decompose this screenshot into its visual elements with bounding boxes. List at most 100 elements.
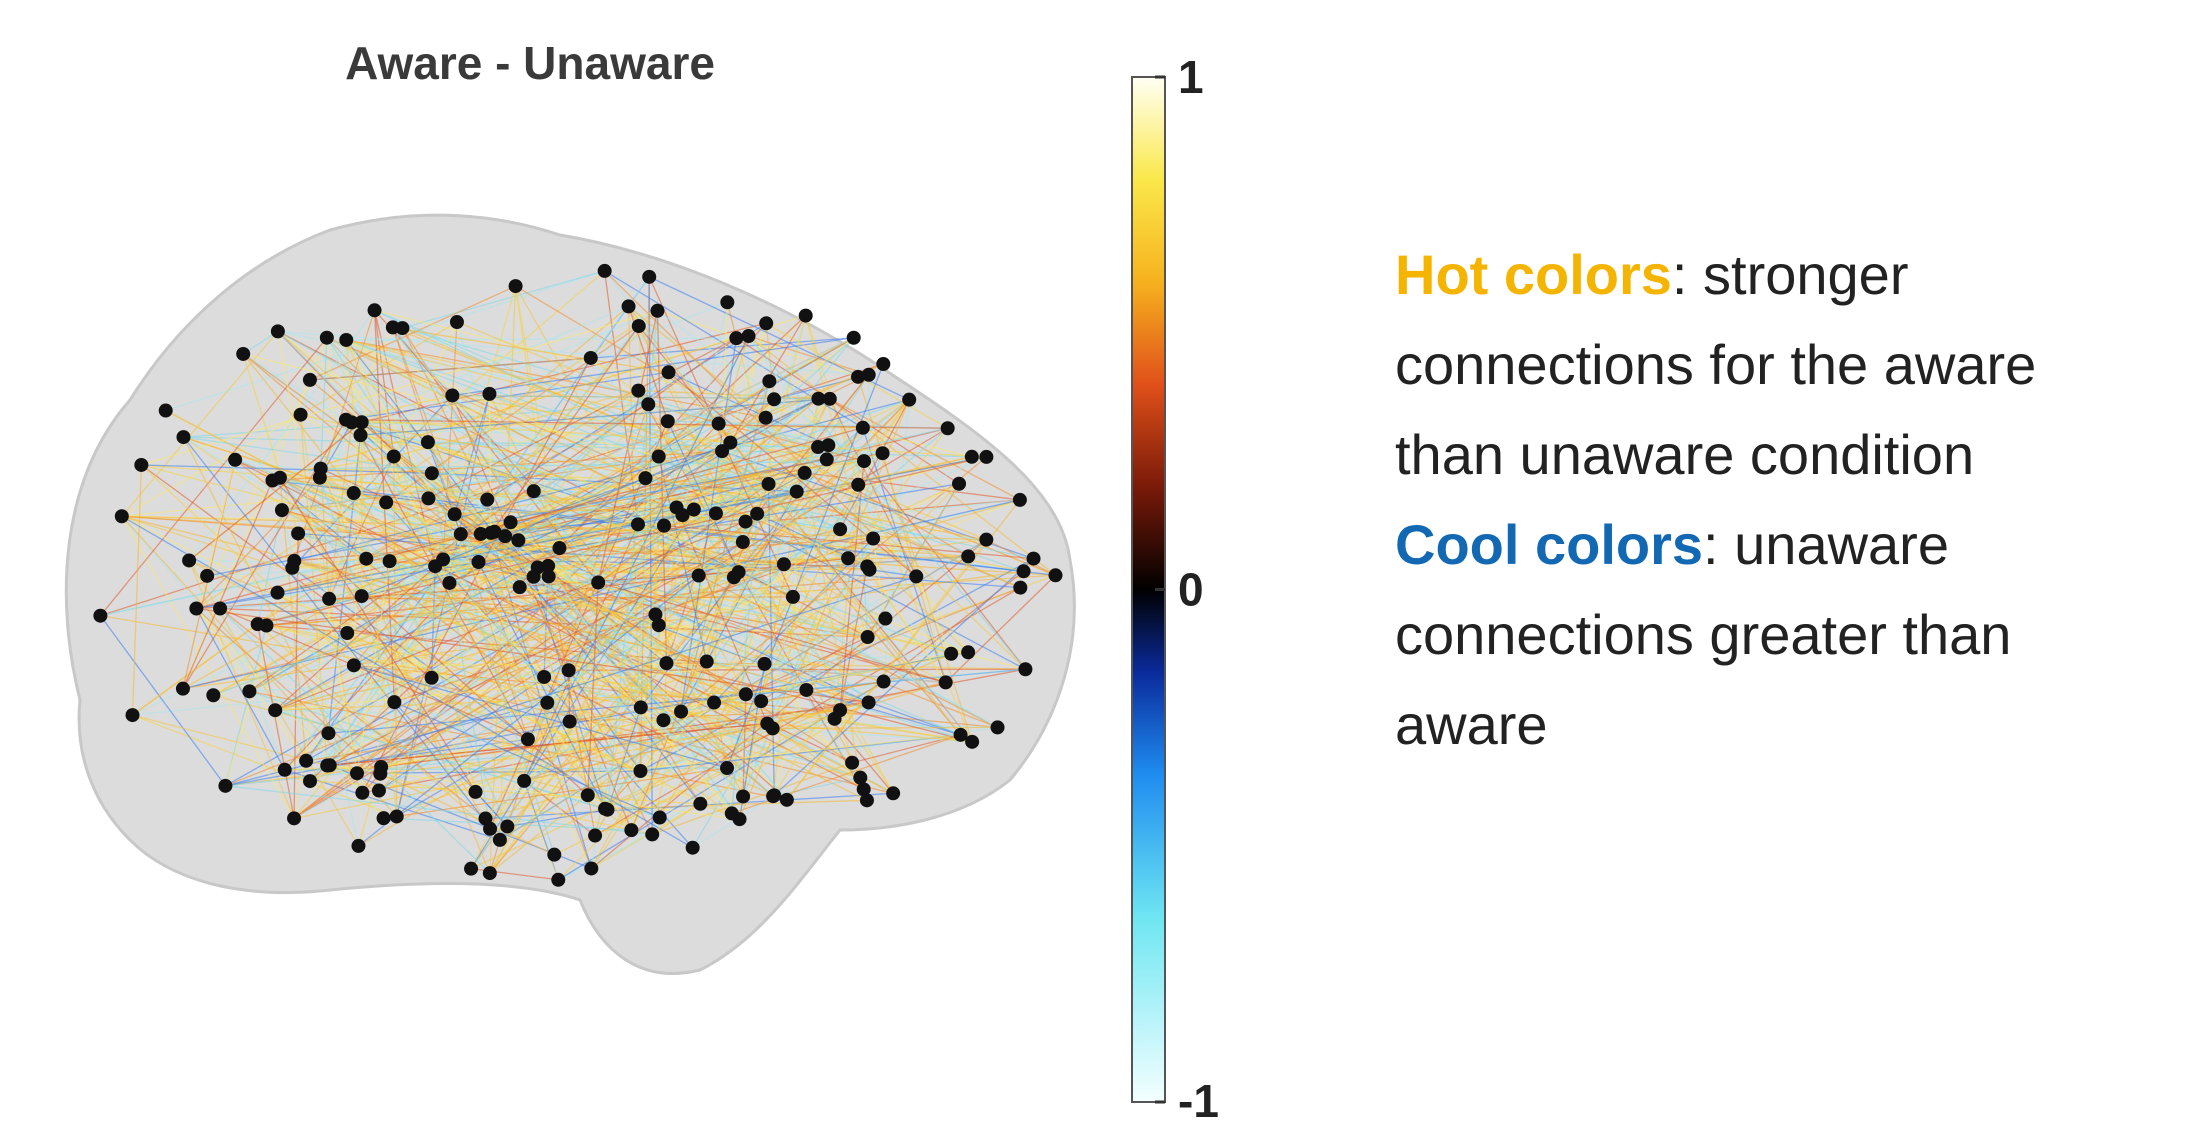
node	[271, 586, 285, 600]
node	[863, 563, 877, 577]
node	[739, 515, 753, 529]
node	[527, 484, 541, 498]
node	[939, 675, 953, 689]
node	[159, 404, 173, 418]
node	[425, 466, 439, 480]
node	[359, 552, 373, 566]
node	[1017, 564, 1031, 578]
node	[436, 552, 450, 566]
node	[368, 303, 382, 317]
node	[632, 319, 646, 333]
node	[450, 315, 464, 329]
node	[285, 561, 299, 575]
node	[347, 486, 361, 500]
node	[200, 569, 214, 583]
node	[652, 450, 666, 464]
node	[322, 592, 336, 606]
node	[736, 535, 750, 549]
node	[542, 569, 556, 583]
node	[766, 721, 780, 735]
node	[952, 477, 966, 491]
node	[954, 728, 968, 742]
node	[841, 551, 855, 565]
node	[720, 761, 734, 775]
node	[862, 695, 876, 709]
node	[464, 862, 478, 876]
node	[1018, 662, 1032, 676]
node	[652, 618, 666, 632]
node	[876, 357, 890, 371]
node	[517, 774, 531, 788]
node	[876, 446, 890, 460]
node	[323, 758, 337, 772]
node	[355, 786, 369, 800]
node	[759, 411, 773, 425]
node	[762, 477, 776, 491]
node	[727, 570, 741, 584]
colorbar-tick-label: -1	[1178, 1075, 1219, 1127]
node	[500, 819, 514, 833]
node	[228, 453, 242, 467]
node	[821, 438, 835, 452]
node	[754, 694, 768, 708]
node	[591, 575, 605, 589]
node	[176, 430, 190, 444]
legend: Hot colors: stronger connections for the…	[1395, 230, 2155, 770]
node	[354, 428, 368, 442]
node	[474, 527, 488, 541]
node	[720, 295, 734, 309]
node	[287, 811, 301, 825]
node	[93, 609, 107, 623]
node	[856, 421, 870, 435]
node	[653, 811, 667, 825]
node	[347, 658, 361, 672]
node	[379, 495, 393, 509]
node	[650, 304, 664, 318]
node	[425, 671, 439, 685]
node	[584, 861, 598, 875]
node	[707, 696, 721, 710]
node	[657, 519, 671, 533]
node	[633, 764, 647, 778]
node	[126, 708, 140, 722]
node	[383, 554, 397, 568]
node	[641, 397, 655, 411]
node	[742, 329, 756, 343]
node	[686, 841, 700, 855]
node	[313, 471, 327, 485]
node	[421, 491, 435, 505]
node	[1013, 493, 1027, 507]
node	[866, 532, 880, 546]
node	[979, 533, 993, 547]
node	[759, 316, 773, 330]
node	[674, 705, 688, 719]
node	[275, 503, 289, 517]
node	[878, 612, 892, 626]
node	[991, 720, 1005, 734]
node	[700, 655, 714, 669]
page: Aware - Unaware -101 Hot colors: stronge…	[0, 0, 2188, 1127]
hot-label: Hot colors	[1395, 243, 1672, 306]
node	[321, 726, 335, 740]
node	[513, 580, 527, 594]
node	[480, 493, 494, 507]
node	[552, 541, 566, 555]
node	[373, 767, 387, 781]
node	[786, 590, 800, 604]
node	[563, 715, 577, 729]
figure-title: Aware - Unaware	[345, 37, 715, 89]
node	[521, 732, 535, 746]
node	[941, 421, 955, 435]
node	[584, 351, 598, 365]
node	[588, 829, 602, 843]
node	[857, 454, 871, 468]
node	[509, 279, 523, 293]
node	[511, 533, 525, 547]
node	[909, 569, 923, 583]
node	[1013, 581, 1027, 595]
legend-hot: Hot colors: stronger connections for the…	[1395, 230, 2155, 500]
node	[482, 387, 496, 401]
node	[799, 683, 813, 697]
node	[355, 589, 369, 603]
node	[236, 347, 250, 361]
